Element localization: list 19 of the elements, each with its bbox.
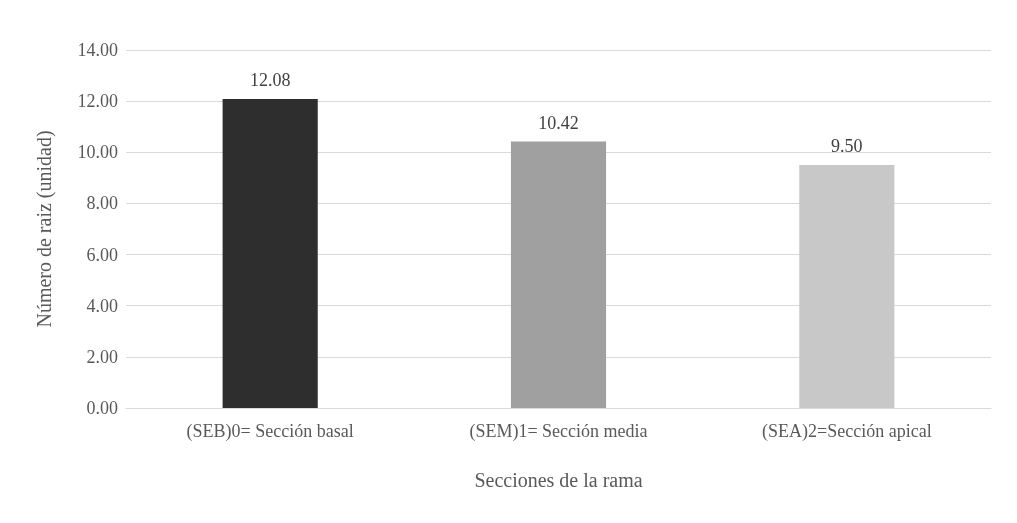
y-axis-title: Número de raiz (unidad) xyxy=(33,130,56,328)
x-tick-label: (SEB)0= Sección basal xyxy=(186,421,354,442)
y-tick-label: 4.00 xyxy=(86,295,118,316)
y-tick-label: 6.00 xyxy=(86,244,118,265)
y-tick-label: 8.00 xyxy=(86,193,118,214)
y-tick-label: 2.00 xyxy=(86,346,118,367)
y-tick-label: 12.00 xyxy=(77,91,118,112)
bar xyxy=(510,141,607,408)
x-axis-title: Secciones de la rama xyxy=(474,469,643,491)
data-label: 10.42 xyxy=(538,112,579,133)
data-label: 12.08 xyxy=(249,70,291,91)
bar xyxy=(799,165,895,408)
x-tick-label: (SEA)2=Sección apical xyxy=(762,421,932,442)
data-label: 9.50 xyxy=(831,136,863,157)
y-tick-label: 14.00 xyxy=(77,40,118,60)
y-tick-label: 10.00 xyxy=(77,142,118,163)
x-tick-label: (SEM)1= Sección media xyxy=(469,421,648,442)
bar xyxy=(222,99,318,408)
y-tick-label: 0.00 xyxy=(86,398,118,418)
